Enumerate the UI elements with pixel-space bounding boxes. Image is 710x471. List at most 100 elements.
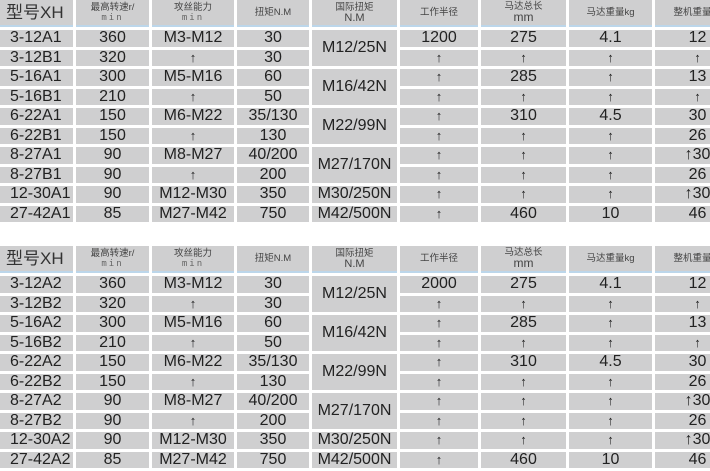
- cell-model: 5-16A2: [0, 314, 73, 332]
- cell-total-weight: ↑: [655, 295, 710, 312]
- cell-tap: M27-M42: [152, 205, 234, 222]
- cell-total-weight: 46: [655, 205, 710, 222]
- cell-motor-weight: ↑: [569, 295, 652, 312]
- cell-motor-length: ↑: [481, 412, 566, 429]
- header-torque: 扭矩N.M: [237, 246, 309, 273]
- cell-radius: ↑: [400, 315, 478, 332]
- cell-total-weight: ↑30: [655, 431, 710, 449]
- cell-motor-weight: ↑: [569, 147, 652, 164]
- header-speed: 最高转速r/min: [76, 0, 149, 27]
- spec-table-1: 型号XH 最高转速r/min 攻丝能力 min 扭矩N.M 国际扭矩 N.M 工作半…: [0, 0, 710, 225]
- header-motor-weight: 马达重量kg: [569, 246, 652, 273]
- cell-motor-weight: ↑: [569, 393, 652, 410]
- cell-tap: ↑: [152, 373, 234, 390]
- cell-speed: 320: [76, 295, 149, 312]
- cell-speed: 150: [76, 373, 149, 390]
- header-intl-torque: 国际扭矩 N.M: [312, 246, 397, 273]
- cell-tap: M6-M22: [152, 353, 234, 371]
- cell-radius: ↑: [400, 186, 478, 203]
- cell-motor-length: ↑: [481, 49, 566, 66]
- cell-model: 6-22A1: [0, 107, 73, 125]
- cell-speed: 90: [76, 412, 149, 429]
- cell-radius: 1200: [400, 29, 478, 47]
- cell-torque: 60: [237, 314, 309, 332]
- cell-intl-torque: M22/99N: [312, 354, 397, 390]
- cell-model: 8-27A1: [0, 146, 73, 164]
- table-row: 3-12A1 360 M3-M12 30 M12/25N 1200 275 4.1 12: [0, 29, 710, 66]
- cell-model: 8-27B1: [0, 166, 73, 183]
- cell-total-weight: ↑30: [655, 185, 710, 203]
- cell-tap: ↑: [152, 412, 234, 429]
- cell-speed: 90: [76, 392, 149, 410]
- cell-motor-length: 275: [481, 29, 566, 47]
- table-row: 27-42A2 85 M27-M42 750 M42/500N ↑ 460 10 46: [0, 451, 710, 468]
- cell-total-weight: 13: [655, 314, 710, 332]
- header-motor-length-label: 马达总长: [504, 1, 543, 12]
- cell-radius: ↑: [400, 334, 478, 351]
- cell-speed: 210: [76, 334, 149, 351]
- cell-speed: 90: [76, 185, 149, 203]
- header-intl-torque-unit: N.M: [344, 11, 365, 24]
- cell-total-weight: 26: [655, 412, 710, 429]
- cell-total-weight: ↑30: [655, 146, 710, 164]
- cell-torque: 50: [237, 334, 309, 351]
- table-row: 8-27A1 90 M8-M27 40/200 M27/170N ↑ ↑ ↑ ↑30: [0, 146, 710, 183]
- cell-total-weight: 46: [655, 451, 710, 468]
- cell-tap: M3-M12: [152, 29, 234, 47]
- cell-motor-length: ↑: [481, 147, 566, 164]
- cell-total-weight: ↑30: [655, 392, 710, 410]
- cell-tap: ↑: [152, 88, 234, 105]
- cell-torque: 130: [237, 373, 309, 390]
- cell-motor-weight: 4.5: [569, 353, 652, 371]
- cell-model: 3-12A1: [0, 29, 73, 47]
- table-row: 3-12A2 360 M3-M12 30 M12/25N 2000 275 4.1 12: [0, 275, 710, 312]
- cell-intl-torque: M27/170N: [312, 147, 397, 183]
- cell-speed: 90: [76, 146, 149, 164]
- cell-model: 5-16A1: [0, 68, 73, 86]
- cell-radius: ↑: [400, 432, 478, 449]
- cell-model: 12-30A1: [0, 185, 73, 203]
- table-row: 27-42A1 85 M27-M42 750 M42/500N ↑ 460 10 46: [0, 205, 710, 222]
- table-row: 5-16B2 210 ↑ 50 ↑ ↑ ↑ ↑: [0, 334, 710, 351]
- cell-motor-length: 310: [481, 353, 566, 371]
- header-model: 型号XH: [0, 0, 73, 27]
- cell-motor-weight: ↑: [569, 186, 652, 203]
- cell-model: 8-27A2: [0, 392, 73, 410]
- cell-model: 3-12B2: [0, 295, 73, 312]
- header-motor-length-unit: mm: [513, 256, 534, 270]
- cell-motor-length: ↑: [481, 166, 566, 183]
- cell-model: 6-22B1: [0, 127, 73, 144]
- cell-motor-weight: ↑: [569, 49, 652, 66]
- cell-intl-torque: M30/250N: [312, 185, 397, 203]
- cell-radius: ↑: [400, 166, 478, 183]
- table-row: 8-27B2 90 ↑ 200 ↑ ↑ ↑ 26: [0, 412, 710, 429]
- table-row: 5-16B1 210 ↑ 50 ↑ ↑ ↑ ↑: [0, 88, 710, 105]
- header-total-weight: 整机重量kg: [655, 246, 710, 273]
- table-row: 12-30A2 90 M12-M30 350 M30/250N ↑ ↑ ↑ ↑30: [0, 431, 710, 449]
- header-intl-torque-label: 国际扭矩: [335, 247, 374, 259]
- cell-intl-torque: M12/25N: [312, 276, 397, 312]
- cell-torque: 40/200: [237, 392, 309, 410]
- cell-tap: ↑: [152, 166, 234, 183]
- cell-motor-weight: ↑: [569, 432, 652, 449]
- cell-radius: ↑: [400, 295, 478, 312]
- cell-motor-weight: 4.1: [569, 275, 652, 293]
- cell-total-weight: ↑: [655, 334, 710, 351]
- cell-total-weight: 26: [655, 166, 710, 183]
- cell-tap: M8-M27: [152, 146, 234, 164]
- header-total-weight: 整机重量kg: [655, 0, 710, 27]
- cell-tap: M5-M16: [152, 314, 234, 332]
- spec-table-2: 型号XH 最高转速r/min 攻丝能力 min 扭矩N.M 国际扭矩 N.M 工作半…: [0, 243, 710, 471]
- cell-motor-length: 285: [481, 68, 566, 86]
- cell-model: 3-12A2: [0, 275, 73, 293]
- header-speed-label: 最高转速r/: [90, 247, 135, 259]
- cell-total-weight: 13: [655, 68, 710, 86]
- cell-total-weight: 26: [655, 373, 710, 390]
- cell-motor-length: ↑: [481, 334, 566, 351]
- cell-speed: 300: [76, 68, 149, 86]
- table-row: 6-22A2 150 M6-M22 35/130 M22/99N ↑ 310 4.5 30: [0, 353, 710, 390]
- cell-model: 5-16B1: [0, 88, 73, 105]
- cell-torque: 60: [237, 68, 309, 86]
- cell-radius: ↑: [400, 69, 478, 86]
- cell-total-weight: 12: [655, 275, 710, 293]
